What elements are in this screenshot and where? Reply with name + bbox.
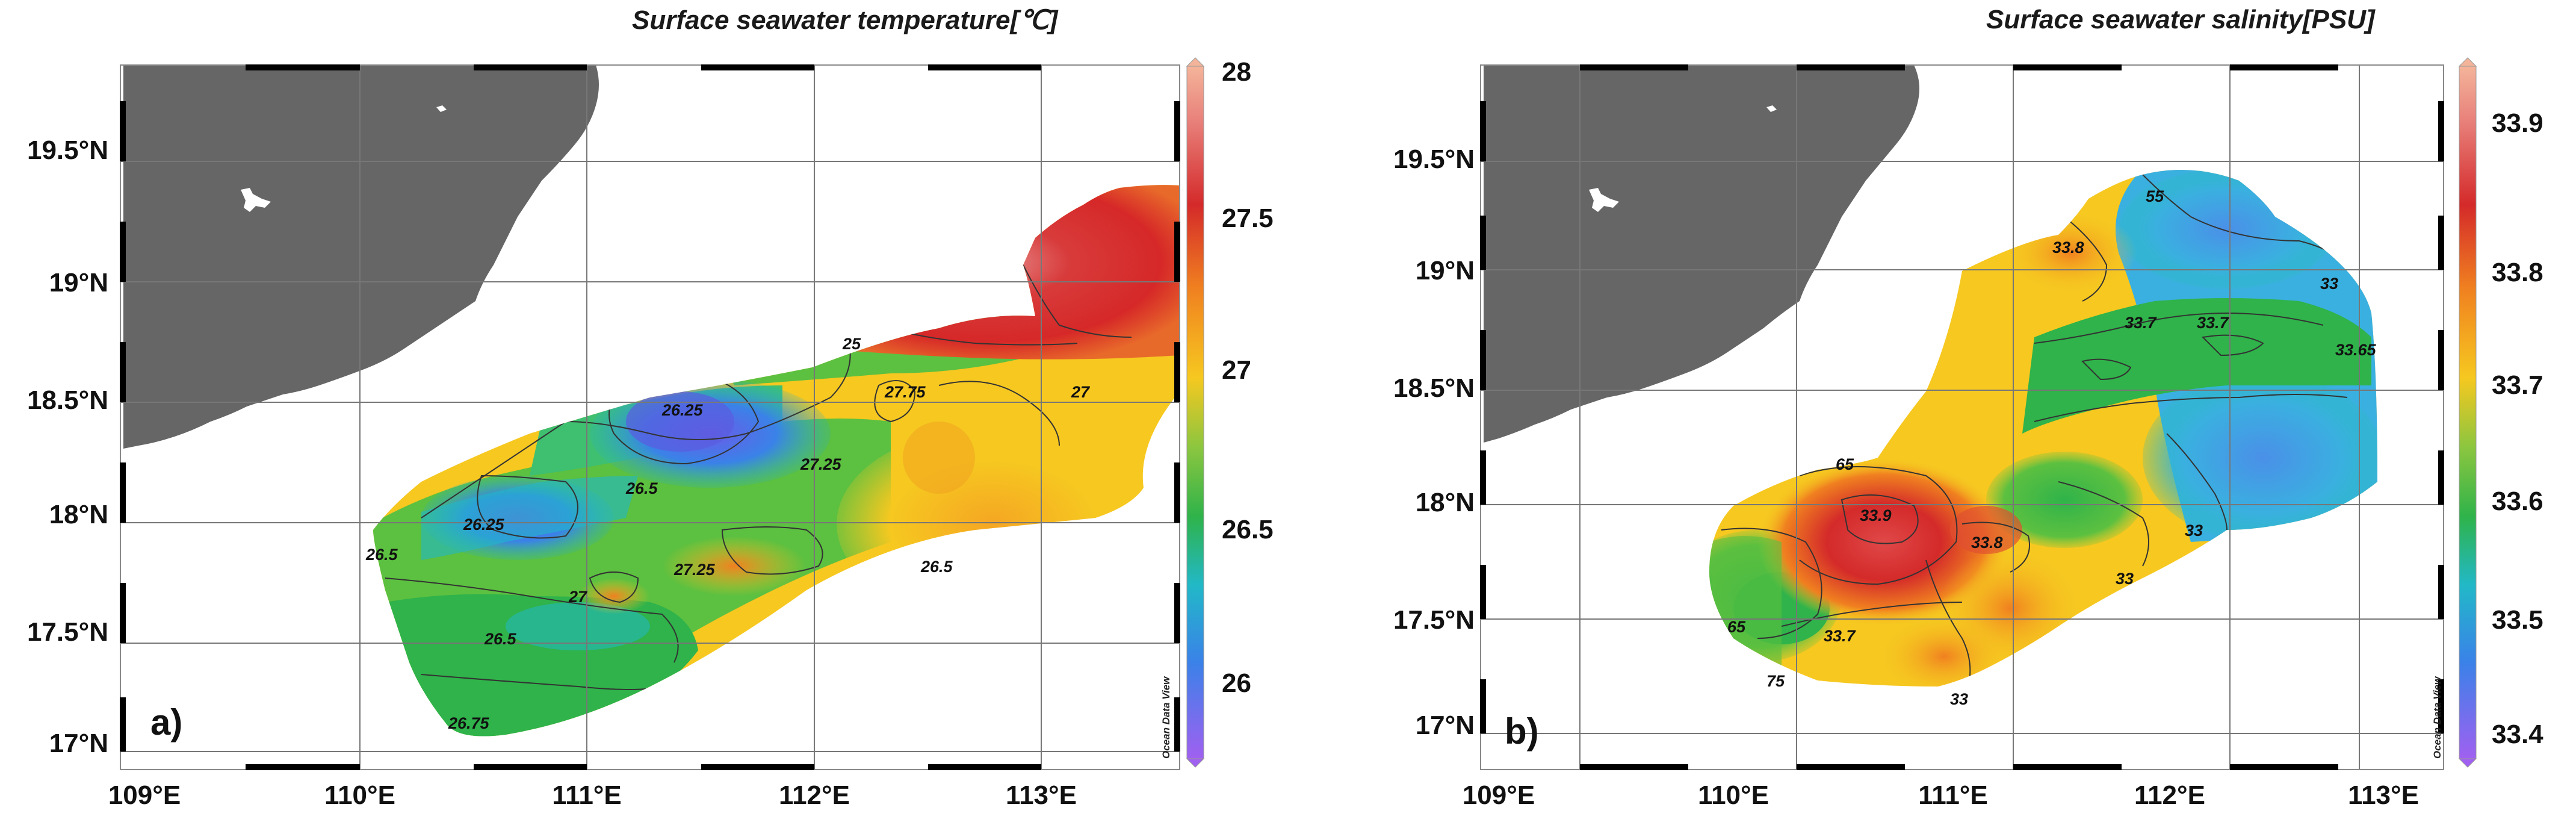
lon-label: 109°E [1462, 780, 1535, 810]
contour-label: 26.25 [463, 515, 505, 534]
lon-label: 111°E [552, 780, 622, 810]
lon-label: 113°E [1006, 780, 1077, 810]
contour-label: 65 [1727, 618, 1746, 636]
odv-watermark: Ocean Data View [2432, 676, 2443, 759]
frame-dashes-a [120, 64, 1180, 770]
colorbar-tick-label: 33.6 [2492, 487, 2543, 516]
lon-label: 111°E [1918, 780, 1988, 810]
colorbar-tick-label: 33.7 [2492, 370, 2543, 400]
contour-label: 27 [568, 588, 588, 606]
lat-label: 19.5°N [26, 135, 108, 165]
contour-label: 65 [1836, 455, 1854, 473]
colorbar-tick-label: 28 [1222, 57, 1251, 87]
contour-labels-b: 55 33.8 33 33.7 33.7 33.65 65 33.9 33.8 … [1727, 187, 2377, 708]
contour-label: 26.5 [920, 558, 953, 576]
lat-label: 18°N [49, 500, 108, 529]
grid-b [1481, 65, 2444, 770]
lon-label: 110°E [1698, 780, 1769, 810]
contour-label: 26.5 [365, 546, 398, 564]
colorbar-tick-label: 33.5 [2492, 605, 2543, 635]
contour-label: 25 [842, 335, 861, 353]
contours-b [1721, 174, 2366, 687]
colorbar-tick-label: 33.8 [2492, 258, 2543, 287]
contour-label: 33.65 [2335, 341, 2377, 359]
contour-label: 26.5 [484, 630, 517, 648]
colorbar-tick-label: 26.5 [1222, 515, 1274, 544]
lake-a [241, 188, 271, 212]
contour-label: 75 [1766, 672, 1785, 690]
lat-label: 18.5°N [1393, 373, 1475, 403]
lat-label: 17.5°N [26, 617, 108, 647]
contour-label: 26.25 [661, 401, 704, 419]
contour-label: 27.75 [884, 383, 926, 401]
colorbar-a [1186, 66, 1204, 759]
colorbar-tick-label: 33.4 [2492, 720, 2543, 749]
panel-b-map: 55 33.8 33 33.7 33.7 33.65 65 33.9 33.8 … [1480, 57, 2477, 770]
contour-label: 27.25 [673, 561, 716, 579]
contour-label: 55 [2146, 187, 2164, 205]
contour-label: 33 [2185, 522, 2203, 540]
contour-label: 33.8 [1971, 534, 2003, 552]
contour-label: 33.7 [2125, 314, 2158, 332]
lon-label: 113°E [2348, 780, 2419, 810]
contours-a [385, 264, 1132, 690]
frame-dashes-b [1480, 64, 2444, 770]
panel-a-letter: a) [150, 702, 183, 743]
lat-label: 18°N [1415, 488, 1475, 517]
colorbar-b [2459, 66, 2477, 759]
panel-a-map: 25 27.75 27 26.25 26.5 27.25 26.5 26.25 … [120, 57, 1205, 770]
lat-label: 18.5°N [26, 385, 108, 415]
lat-label: 17°N [49, 729, 108, 758]
lon-label: 110°E [324, 780, 395, 810]
contour-label: 33.8 [2052, 238, 2084, 257]
odv-watermark: Ocean Data View [1160, 676, 1172, 759]
contour-label: 26.5 [625, 479, 658, 497]
contour-label: 26.75 [448, 714, 490, 732]
lon-label: 112°E [2134, 780, 2205, 810]
contour-label: 33.7 [2197, 314, 2230, 332]
contour-label: 27.25 [800, 455, 842, 473]
contour-label: 33 [1950, 690, 1968, 708]
contour-label: 33.9 [1860, 506, 1892, 525]
lon-label: 109°E [108, 780, 181, 810]
grid-a [120, 65, 1180, 770]
colorbar-tick-label: 33.9 [2492, 108, 2543, 138]
colorbar-tick-label: 27 [1222, 355, 1251, 385]
contour-label: 33 [2116, 570, 2134, 588]
lat-label: 17.5°N [1393, 605, 1475, 635]
panel-a-title: Surface seawater temperature[℃] [632, 5, 1058, 35]
contour-labels-a: 25 27.75 27 26.25 26.5 27.25 26.5 26.25 … [365, 335, 1091, 732]
panel-b-title: Surface seawater salinity[PSU] [1986, 5, 2375, 34]
land-hainan-b [1484, 65, 1919, 443]
contour-label: 33 [2320, 275, 2338, 293]
lat-label: 19°N [1415, 256, 1475, 285]
contour-label: 27 [1071, 383, 1091, 401]
colorbar-tick-label: 26 [1222, 668, 1251, 698]
lat-label: 19°N [49, 268, 108, 297]
colorbar-tick-label: 27.5 [1222, 204, 1274, 233]
lat-label: 19.5°N [1393, 145, 1475, 174]
panel-b-letter: b) [1505, 711, 1539, 752]
lat-label: 17°N [1415, 711, 1475, 740]
contour-label: 33.7 [1824, 627, 1857, 645]
lon-label: 112°E [779, 780, 850, 810]
